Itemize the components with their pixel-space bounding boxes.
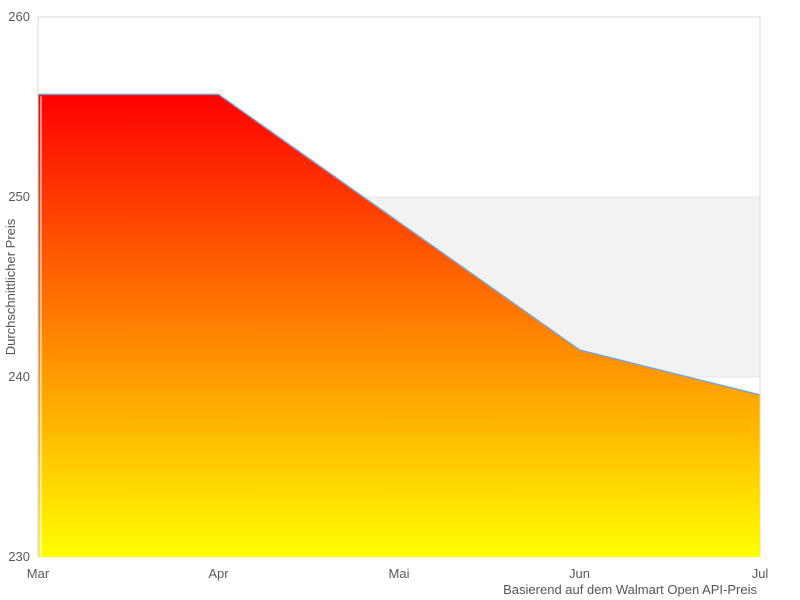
y-axis-title: Durchschnittlicher Preis <box>3 218 18 356</box>
plot-border <box>37 16 761 557</box>
x-tick-label-mar: Mar <box>26 566 50 581</box>
x-tick-label-jul: Jul <box>751 566 769 581</box>
y-tick-label-250: 250 <box>8 189 30 204</box>
x-tick-label-mai: Mai <box>388 566 410 581</box>
y-tick-label-240: 240 <box>8 369 30 384</box>
chart-caption: Basierend auf dem Walmart Open API-Preis <box>503 582 757 597</box>
price-line-series <box>38 93 761 396</box>
x-tick-label-jun: Jun <box>569 566 590 581</box>
x-tick-label-apr: Apr <box>208 566 229 581</box>
y-tick-label-230: 230 <box>8 549 30 564</box>
price-area-series <box>38 94 760 558</box>
y-tick-label-260: 260 <box>8 9 30 24</box>
